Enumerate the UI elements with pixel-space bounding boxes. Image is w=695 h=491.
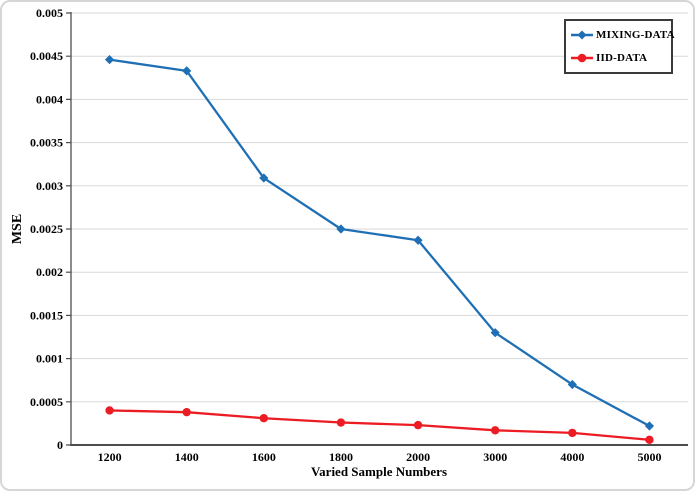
mixing-data-legend-diamond	[577, 30, 587, 40]
mixing-data-point	[259, 173, 269, 183]
mixing-data-point	[104, 55, 115, 65]
y-tick-label: 0.003	[36, 179, 63, 193]
iid-data-point	[413, 420, 423, 430]
mixing-data-point	[490, 328, 500, 338]
y-tick-label: 0.002	[36, 265, 63, 279]
y-tick-label: 0.0025	[30, 222, 63, 236]
x-tick-label: 1200	[98, 450, 122, 464]
mixing-data-point	[413, 235, 423, 245]
x-tick-label: 1600	[252, 450, 276, 464]
y-tick-label: 0.0005	[30, 395, 63, 409]
x-tick-label: 4000	[560, 450, 584, 464]
y-tick-label: 0	[57, 438, 63, 452]
y-tick-label: 0.005	[36, 6, 63, 20]
mixing-data-line	[109, 58, 650, 428]
legend: MIXING-DATA IID-DATA	[564, 19, 675, 74]
x-tick-labels: 1200 1400 1600 1800 2000 3000 4000 5000	[98, 450, 662, 464]
legend-label-mixing-data: MIXING-DATA	[596, 29, 675, 42]
mixing-data-point	[644, 421, 655, 431]
y-tick-label: 0.0035	[30, 136, 63, 150]
mixing-data-point	[182, 66, 192, 76]
iid-data-point	[259, 414, 269, 423]
y-tick-label: 0.0015	[30, 308, 63, 322]
x-tick-label: 3000	[483, 450, 507, 464]
iid-data-point	[568, 428, 577, 438]
y-axis-title: MSE	[10, 214, 25, 244]
series-lines	[104, 55, 655, 445]
iid-data-point	[105, 406, 114, 415]
legend-label-iid-data: IID-DATA	[596, 51, 648, 64]
iid-data-point	[490, 426, 500, 435]
legend-item-iid-data: IID-DATA	[571, 52, 669, 64]
mixing-data-point	[567, 379, 577, 390]
x-tick-label: 1800	[329, 450, 353, 464]
iid-data-point	[182, 407, 191, 417]
legend-item-mixing-data: MIXING-DATA	[571, 29, 675, 41]
iid-data-line	[109, 409, 650, 441]
y-tick-label: 0.0045	[30, 49, 63, 63]
x-tick-label: 1400	[175, 450, 199, 464]
x-axis-title: Varied Sample Numbers	[311, 464, 447, 479]
x-tick-label: 2000	[406, 450, 430, 464]
axes	[66, 12, 688, 446]
mixing-data-marker-icon	[571, 30, 593, 40]
iid-data-point	[645, 435, 654, 445]
iid-data-legend-circle	[577, 53, 587, 63]
iid-data-point	[336, 418, 346, 427]
y-tick-label: 0.004	[36, 92, 63, 106]
y-tick-label: 0.001	[36, 352, 63, 366]
gridlines	[71, 12, 688, 403]
y-tick-labels: 0 0.0005 0.001 0.0015 0.002 0.0025 0.003 0.0035…	[30, 6, 63, 452]
x-tick-label: 5000	[637, 450, 661, 464]
mixing-data-point	[336, 224, 346, 234]
iid-data-marker-icon	[571, 53, 593, 63]
